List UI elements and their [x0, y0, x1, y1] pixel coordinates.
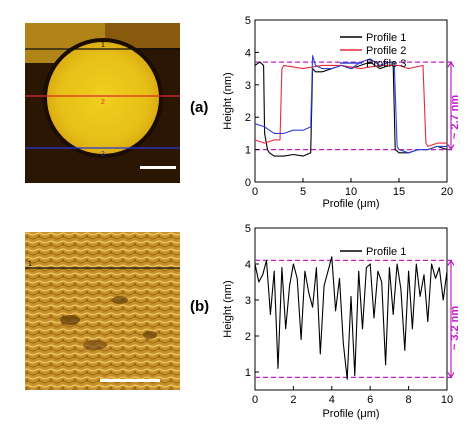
arrow-head-top: [447, 60, 455, 68]
height-annotation: ~ 3.2 nm: [449, 306, 461, 351]
arrow-head-bottom: [447, 372, 455, 379]
legend-label: Profile 3: [366, 58, 406, 70]
arrow-head-top: [447, 259, 455, 266]
arrow-head-bottom: [447, 144, 455, 151]
legend-label: Profile 1: [366, 246, 406, 258]
y-tick-label: 2: [245, 112, 251, 124]
x-tick-label: 0: [252, 394, 258, 406]
series-line-1: [254, 61, 448, 157]
y-tick-label: 5: [245, 223, 251, 235]
y-tick-label: 3: [245, 295, 251, 307]
legend-label: Profile 2: [366, 45, 406, 57]
panel-label-a: (a): [190, 99, 208, 116]
x-tick-label: 6: [367, 394, 373, 406]
x-tick-label: 15: [393, 186, 405, 198]
y-axis-label: Height (nm): [222, 280, 234, 337]
x-tick-label: 0: [252, 186, 258, 198]
x-tick-label: 4: [329, 394, 335, 406]
series-line-1: [254, 256, 448, 380]
y-tick-label: 5: [245, 15, 251, 27]
y-tick-label: 0: [245, 177, 251, 189]
legend-label: Profile 1: [366, 32, 406, 44]
x-tick-label: 5: [300, 186, 306, 198]
profile-label-1: 1: [28, 261, 32, 268]
chart-a: 0 5 10 15 20 0 1 2 3 4 5 Profile (μm) Height (nm)…: [222, 15, 461, 210]
afm-image-a: 1 2 3: [25, 23, 180, 183]
y-tick-label: 1: [245, 367, 251, 379]
scale-bar: [100, 379, 160, 382]
x-tick-label: 10: [345, 186, 357, 198]
x-tick-label: 8: [406, 394, 412, 406]
afm-image-b: 1: [25, 232, 180, 390]
y-axis-label: Height (nm): [222, 72, 234, 129]
x-axis-label: Profile (μm): [322, 198, 379, 210]
series-line-2: [254, 64, 447, 147]
y-tick-label: 1: [245, 145, 251, 157]
profile-label-1: 1: [101, 42, 105, 49]
x-tick-label: 10: [441, 394, 453, 406]
y-tick-label: 2: [245, 331, 251, 343]
x-axis-label: Profile (μm): [322, 408, 379, 420]
profile-label-3: 3: [101, 151, 105, 158]
scale-bar: [140, 166, 176, 169]
plot-frame: [254, 19, 448, 183]
series-line-3: [254, 55, 447, 154]
height-annotation: ~ 2.7 nm: [449, 95, 461, 140]
y-tick-label: 3: [245, 80, 251, 92]
y-tick-label: 4: [245, 47, 251, 59]
x-tick-label: 2: [290, 394, 296, 406]
panel-label-b: (b): [190, 298, 209, 315]
plot-frame: [254, 227, 448, 391]
y-tick-label: 4: [245, 259, 251, 271]
profile-label-2: 2: [101, 99, 105, 106]
x-tick-label: 20: [441, 186, 453, 198]
